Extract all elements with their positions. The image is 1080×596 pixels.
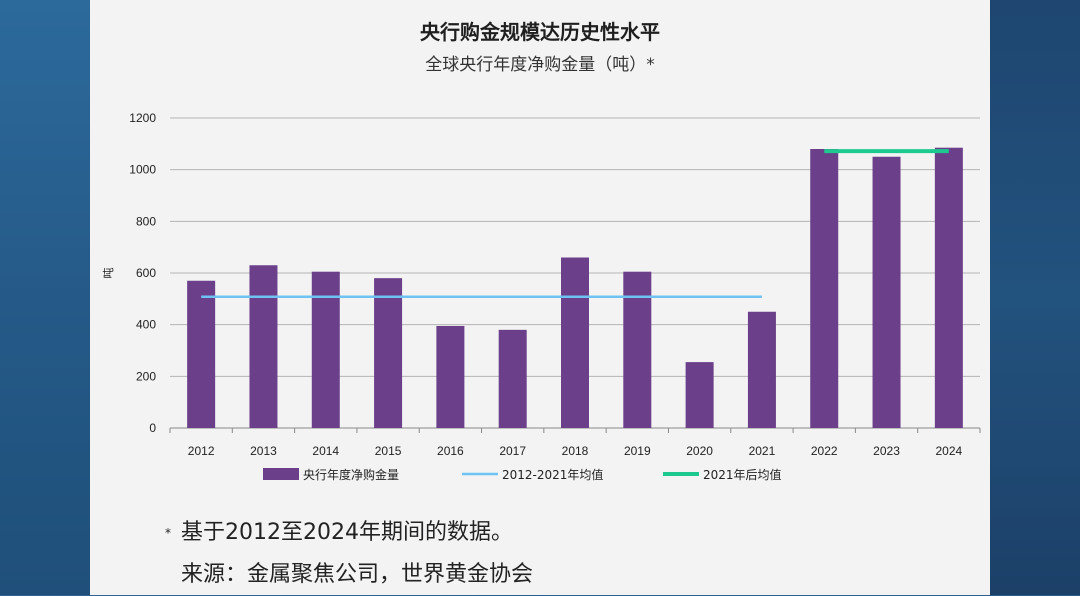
y-tick-label: 0 — [149, 421, 156, 435]
chart-subtitle: 全球央行年度净购金量（吨）* — [425, 55, 655, 75]
bar-2024 — [934, 147, 963, 429]
x-tick-label: 2023 — [873, 444, 900, 458]
bar-2020 — [685, 362, 714, 428]
legend-label-1: 2012-2021年均值 — [502, 467, 603, 482]
legend-label-0: 央行年度净购金量 — [303, 467, 399, 482]
x-tick-label: 2012 — [188, 444, 215, 458]
x-tick-label: 2016 — [437, 444, 464, 458]
footnotes: * 基于2012至2024年期间的数据。 来源：金属聚焦公司，世界黄金协会 — [165, 512, 533, 596]
legend-label-2: 2021年后均值 — [703, 467, 782, 482]
x-tick-label: 2021 — [749, 444, 776, 458]
bar-2016 — [436, 325, 465, 428]
bar-2018 — [561, 257, 589, 428]
footnote-line1: 基于2012至2024年期间的数据。 — [181, 520, 513, 545]
y-tick-label: 800 — [136, 214, 156, 228]
bar-2012 — [187, 280, 216, 428]
x-tick-label: 2015 — [375, 444, 402, 458]
bar-2017 — [498, 329, 527, 428]
right-backdrop — [990, 0, 1080, 595]
y-tick-label: 200 — [136, 369, 156, 383]
y-tick-label: 400 — [136, 318, 156, 332]
bar-2013 — [249, 265, 278, 428]
x-tick-label: 2022 — [811, 444, 838, 458]
x-tick-label: 2019 — [624, 444, 651, 458]
chart-title: 央行购金规模达历史性水平 — [420, 20, 660, 44]
bar-2014 — [311, 271, 340, 428]
bar-2023 — [872, 156, 901, 428]
y-tick-label: 1000 — [129, 163, 156, 177]
footnote-data-range: * 基于2012至2024年期间的数据。 — [165, 512, 533, 554]
x-tick-label: 2020 — [686, 444, 713, 458]
bar-2015 — [374, 278, 403, 428]
x-tick-label: 2017 — [499, 444, 526, 458]
footnote-star: * — [165, 526, 171, 540]
legend-swatch-bars — [263, 468, 299, 480]
left-backdrop — [0, 0, 90, 595]
x-tick-label: 2024 — [935, 444, 962, 458]
x-tick-label: 2014 — [312, 444, 339, 458]
y-axis-label: 吨 — [102, 268, 115, 279]
footnote-source: 来源：金属聚焦公司，世界黄金协会 — [181, 562, 534, 587]
y-tick-label: 1200 — [129, 111, 156, 125]
y-tick-label: 600 — [136, 266, 156, 280]
bar-chart: 0 200 400 600 800 1000 1200 吨 2012 2013 2014 2015 20… — [102, 111, 981, 482]
x-tick-label: 2013 — [250, 444, 277, 458]
bar-2019 — [623, 271, 652, 428]
bar-2021 — [747, 311, 776, 428]
x-tick-label: 2018 — [562, 444, 589, 458]
chart-panel: 央行购金规模达历史性水平 全球央行年度净购金量（吨）* 0 200 400 600 80… — [90, 0, 990, 595]
bar-2022 — [810, 149, 839, 428]
